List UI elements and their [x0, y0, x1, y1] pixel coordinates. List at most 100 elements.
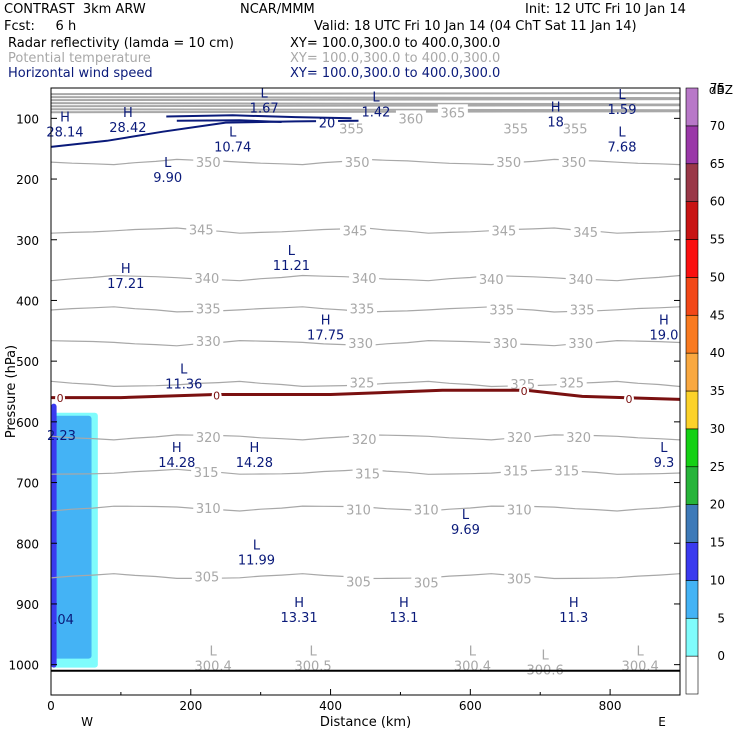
- freezing-marker-label: 0: [213, 390, 220, 403]
- field-reflectivity-xy: XY= 100.0,300.0 to 400.0,300.0: [290, 36, 501, 51]
- theta-label: 335: [196, 302, 221, 317]
- y-tick-label: 100: [16, 112, 39, 126]
- freezing-level-line: [51, 388, 681, 401]
- theta-label: 305: [194, 571, 219, 586]
- theta-label-bg: [336, 120, 367, 136]
- colorbar-level-label: 25: [710, 460, 725, 474]
- hl-value: 9.3: [654, 456, 675, 471]
- hl-letter: L: [229, 126, 237, 141]
- reflectivity-fill-layer: [51, 403, 98, 668]
- theta-label: 310: [414, 503, 439, 518]
- theta-contour-layer: 365 360 355 355 355 350 350 350 350 345 345 345 345 3…: [50, 104, 681, 592]
- theta-label-bg: [352, 465, 383, 481]
- y-tick-label: 600: [16, 416, 39, 430]
- init-time: Init: 12 UTC Fri 10 Jan 14: [525, 2, 686, 17]
- freezing-level-layer: 0 0 0 0: [51, 384, 681, 406]
- colorbar-swatch-50: [685, 277, 699, 316]
- hl-letter: H: [551, 101, 561, 116]
- plot-frame: [50, 87, 681, 696]
- colorbar-level-label: 50: [710, 270, 725, 284]
- stratosphere-isentrope: [50, 104, 681, 108]
- theta-label: 345: [573, 226, 598, 241]
- theta-label-bg: [186, 221, 217, 237]
- theta-label-bg: [476, 271, 507, 287]
- hl-letter: L: [372, 90, 380, 105]
- reflectivity-region-10dbz: [51, 415, 92, 659]
- y-tick-label: 200: [16, 173, 39, 187]
- hl-letter: H: [123, 106, 133, 121]
- stratosphere-isentrope: [50, 96, 681, 100]
- theta-label: 360: [399, 112, 424, 127]
- theta-label-bg: [340, 222, 371, 238]
- theta-label-bg: [349, 269, 380, 285]
- hl-value: 11.21: [273, 259, 310, 274]
- valid-time: Valid: 18 UTC Fri 10 Jan 14 (04 ChT Sat …: [314, 19, 637, 34]
- theta-label-bg: [193, 154, 224, 170]
- freezing-marker-bg: [623, 392, 634, 405]
- hl-value: 18: [547, 116, 564, 131]
- x-tick-label: 200: [179, 699, 202, 713]
- x-axis-label: Distance (km): [320, 715, 411, 730]
- wind-contour-label: 20: [319, 117, 336, 132]
- theta-min-value: 300.5: [294, 659, 331, 674]
- theta-label-bg: [565, 334, 596, 350]
- theta-label-bg: [345, 334, 376, 350]
- theta-label: 345: [343, 225, 368, 240]
- colorbar-swatch-15: [685, 542, 699, 581]
- theta-label: 325: [559, 376, 584, 391]
- x-end-label-west: W: [81, 715, 93, 729]
- theta-label-bg: [193, 500, 224, 516]
- colorbar-level-label: 75: [710, 81, 725, 95]
- hl-value: 17.21: [107, 277, 144, 292]
- theta-label-bg: [563, 429, 594, 445]
- hl-letter: L: [462, 508, 470, 523]
- hl-value: 7.68: [608, 141, 637, 156]
- wind-contour-layer: 20: [50, 114, 359, 148]
- hl-value: 1.42: [362, 105, 391, 120]
- hl-letter: H: [249, 441, 259, 456]
- theta-label: 350: [345, 156, 370, 171]
- theta-label: 315: [503, 464, 528, 479]
- theta-label-bg: [395, 110, 426, 126]
- y-tick-label: 400: [16, 294, 39, 308]
- theta-label: 355: [563, 123, 588, 138]
- stratosphere-isentrope: [50, 108, 681, 112]
- hl-letter: H: [172, 441, 182, 456]
- theta-label-bg: [493, 154, 524, 170]
- hl-letter: H: [321, 314, 331, 329]
- colorbar-level-label: 40: [710, 346, 725, 360]
- theta-min-value: 300.4: [454, 659, 491, 674]
- x-tick-label: 800: [599, 699, 622, 713]
- theta-label: 320: [196, 431, 221, 446]
- colorbar-swatch-35: [685, 390, 699, 430]
- theta-label: 325: [350, 376, 375, 391]
- colorbar-level-label: 70: [710, 119, 725, 133]
- theta-label: 350: [561, 156, 586, 171]
- colorbar-level-label: 5: [717, 611, 725, 625]
- x-tick-label: 600: [459, 699, 482, 713]
- theta-label: 330: [196, 335, 221, 350]
- theta-label: 310: [346, 503, 371, 518]
- theta-label-bg: [486, 301, 517, 317]
- theta-label-bg: [193, 333, 224, 349]
- hl-value: 13.1: [389, 611, 418, 626]
- theta-label: 340: [194, 272, 219, 287]
- theta-label: 320: [352, 433, 377, 448]
- colorbar-level-label: 35: [710, 384, 725, 398]
- colorbar-level-label: 15: [710, 536, 725, 550]
- colorbar-swatch-65: [685, 163, 699, 202]
- colorbar-level-label: 45: [710, 308, 725, 322]
- hl-value: 11.3: [559, 611, 588, 626]
- y-tick-label: 300: [16, 234, 39, 248]
- theta-label-bg: [560, 120, 591, 136]
- x-end-label-east: E: [658, 715, 666, 729]
- theta-label: 305: [507, 572, 532, 587]
- hl-value: 28.42: [109, 121, 146, 136]
- colorbar-swatch-60: [685, 201, 699, 240]
- colorbar-level-label: 55: [710, 233, 725, 247]
- freezing-marker-label: 0: [625, 393, 632, 406]
- field-theta-name: Potential temperature: [8, 51, 151, 66]
- theta-label-bg: [437, 104, 468, 120]
